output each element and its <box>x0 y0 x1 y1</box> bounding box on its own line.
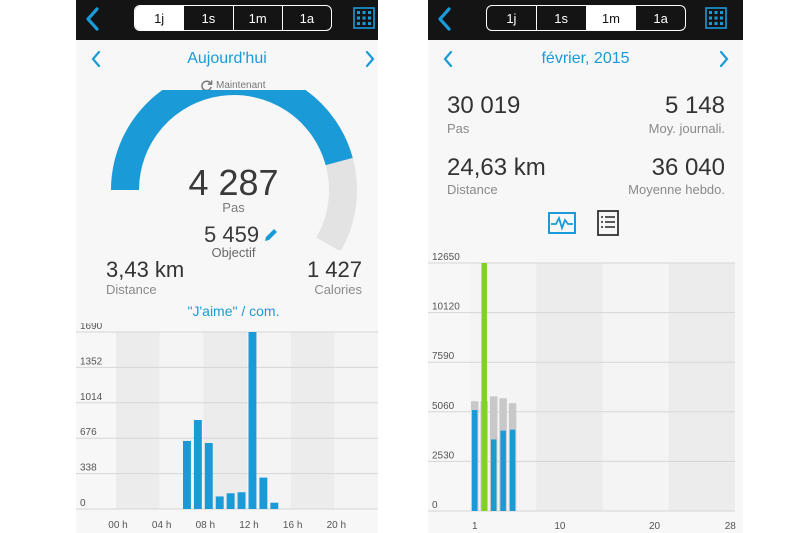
calories-label: Calories <box>314 282 362 297</box>
goal-label: Objectif <box>211 245 256 260</box>
date-navigation: février, 2015 <box>428 44 743 74</box>
sync-status[interactable]: Maintenant <box>200 78 265 92</box>
back-icon[interactable] <box>82 5 104 33</box>
calories-value: 1 427 <box>306 257 362 282</box>
chart-band <box>290 332 335 509</box>
chart-band <box>602 263 669 511</box>
y-tick-label: 338 <box>80 463 97 474</box>
x-tick-label: 16 h <box>283 520 302 531</box>
y-tick-label: 7590 <box>432 351 455 362</box>
back-icon[interactable] <box>434 5 456 33</box>
bar <box>183 440 191 509</box>
x-tick-label: 20 <box>649 521 661 532</box>
period-selector: 1j 1s 1m 1a <box>134 5 332 31</box>
steps-gauge <box>111 90 357 250</box>
bar <box>237 492 246 509</box>
y-tick-label: 1014 <box>80 392 103 403</box>
x-tick-label: 20 h <box>327 520 346 531</box>
distance-value: 24,63 km <box>447 154 546 181</box>
bar <box>270 502 279 509</box>
x-tick-label: 12 h <box>239 520 258 531</box>
activity-chart-icon[interactable] <box>548 212 576 234</box>
y-tick-label: 12650 <box>432 253 460 263</box>
list-icon[interactable] <box>597 210 619 236</box>
y-tick-label: 10120 <box>432 302 460 313</box>
chevron-right-icon[interactable] <box>362 49 378 69</box>
chart-band <box>334 332 378 509</box>
bar <box>215 496 224 509</box>
tab-1j[interactable]: 1j <box>487 6 537 30</box>
tab-1a[interactable]: 1a <box>299 10 315 26</box>
total-steps-value: 30 019 <box>447 92 521 119</box>
chevron-left-icon[interactable] <box>88 49 104 69</box>
daily-steps-chart: 0 2530 5060 7590 10120 12650 1 10 20 28 <box>428 253 737 532</box>
goal-edit[interactable]: 5 459 <box>204 222 279 248</box>
weekly-average-value: 36 040 <box>651 154 725 181</box>
steps-bar <box>490 439 497 511</box>
chevron-right-icon[interactable] <box>716 49 732 69</box>
top-bar: 1j 1s 1m 1a <box>428 0 743 40</box>
tab-1s[interactable]: 1s <box>537 6 587 30</box>
date-title: février, 2015 <box>541 50 630 67</box>
tab-1a[interactable]: 1a <box>653 10 668 26</box>
chart-band <box>668 263 735 511</box>
y-tick-label: 0 <box>80 498 86 509</box>
distance-value: 3,43 km <box>106 257 185 282</box>
tab-1m[interactable]: 1m <box>234 6 283 30</box>
x-tick-label: 08 h <box>196 520 215 531</box>
gauge-progress <box>111 90 353 191</box>
likes-comments-link[interactable]: "J'aime" / com. <box>187 303 280 319</box>
refresh-icon <box>201 79 213 91</box>
tab-1m[interactable]: 1m <box>586 6 637 30</box>
daily-average-value: 5 148 <box>664 92 725 119</box>
y-tick-label: 0 <box>432 500 438 511</box>
steps-bar <box>472 410 478 511</box>
calendar-icon[interactable] <box>705 7 727 29</box>
weekly-average-label: Moyenne hebdo. <box>628 182 725 197</box>
x-tick-label: 10 <box>554 521 566 532</box>
y-tick-label: 676 <box>80 427 97 438</box>
steps-label: Pas <box>222 200 245 215</box>
y-tick-label: 1352 <box>80 356 103 367</box>
steps-bar <box>481 263 487 511</box>
date-navigation: Aujourd'hui <box>76 44 378 74</box>
distance-label: Distance <box>447 182 498 197</box>
chart-band <box>536 263 603 511</box>
y-tick-label: 2530 <box>432 450 455 461</box>
chart-band <box>116 332 160 509</box>
daily-average-label: Moy. journali. <box>648 121 725 136</box>
goal-value: 5 459 <box>204 222 260 247</box>
phone-screen-day: 1j 1s 1m 1a Aujourd'hui Maintenant <box>76 0 378 533</box>
bar <box>204 443 213 509</box>
date-title: Aujourd'hui <box>187 50 267 67</box>
bar <box>259 477 268 509</box>
bar <box>248 332 257 509</box>
steps-bar <box>509 429 516 511</box>
phone-screen-month: 1j 1s 1m 1a février, 2015 30 019 Pas 5 1… <box>428 0 743 533</box>
x-tick-label: 28 <box>725 521 737 532</box>
pencil-icon <box>265 229 278 241</box>
distance-label: Distance <box>106 282 157 297</box>
y-tick-label: 5060 <box>432 401 455 412</box>
steps-value: 4 287 <box>188 162 279 203</box>
x-tick-label: 1 <box>472 521 478 532</box>
y-tick-label: 1690 <box>80 323 103 332</box>
bar <box>226 493 235 509</box>
bar <box>193 419 202 509</box>
total-steps-label: Pas <box>447 121 470 136</box>
tab-1s[interactable]: 1s <box>184 6 234 30</box>
period-selector: 1j 1s 1m 1a <box>486 5 686 31</box>
chevron-left-icon[interactable] <box>440 49 456 69</box>
hourly-steps-chart: 0 338 676 1014 1352 1690 00 h 04 h 08 h 12 h 16 h 2… <box>76 323 378 531</box>
refresh-label: Maintenant <box>216 79 266 91</box>
x-tick-label: 00 h <box>108 520 127 531</box>
calendar-icon[interactable] <box>353 7 375 29</box>
x-tick-label: 04 h <box>152 520 171 531</box>
top-bar: 1j 1s 1m 1a <box>76 0 378 40</box>
tab-1j[interactable]: 1j <box>135 6 185 30</box>
steps-bar <box>500 430 506 511</box>
